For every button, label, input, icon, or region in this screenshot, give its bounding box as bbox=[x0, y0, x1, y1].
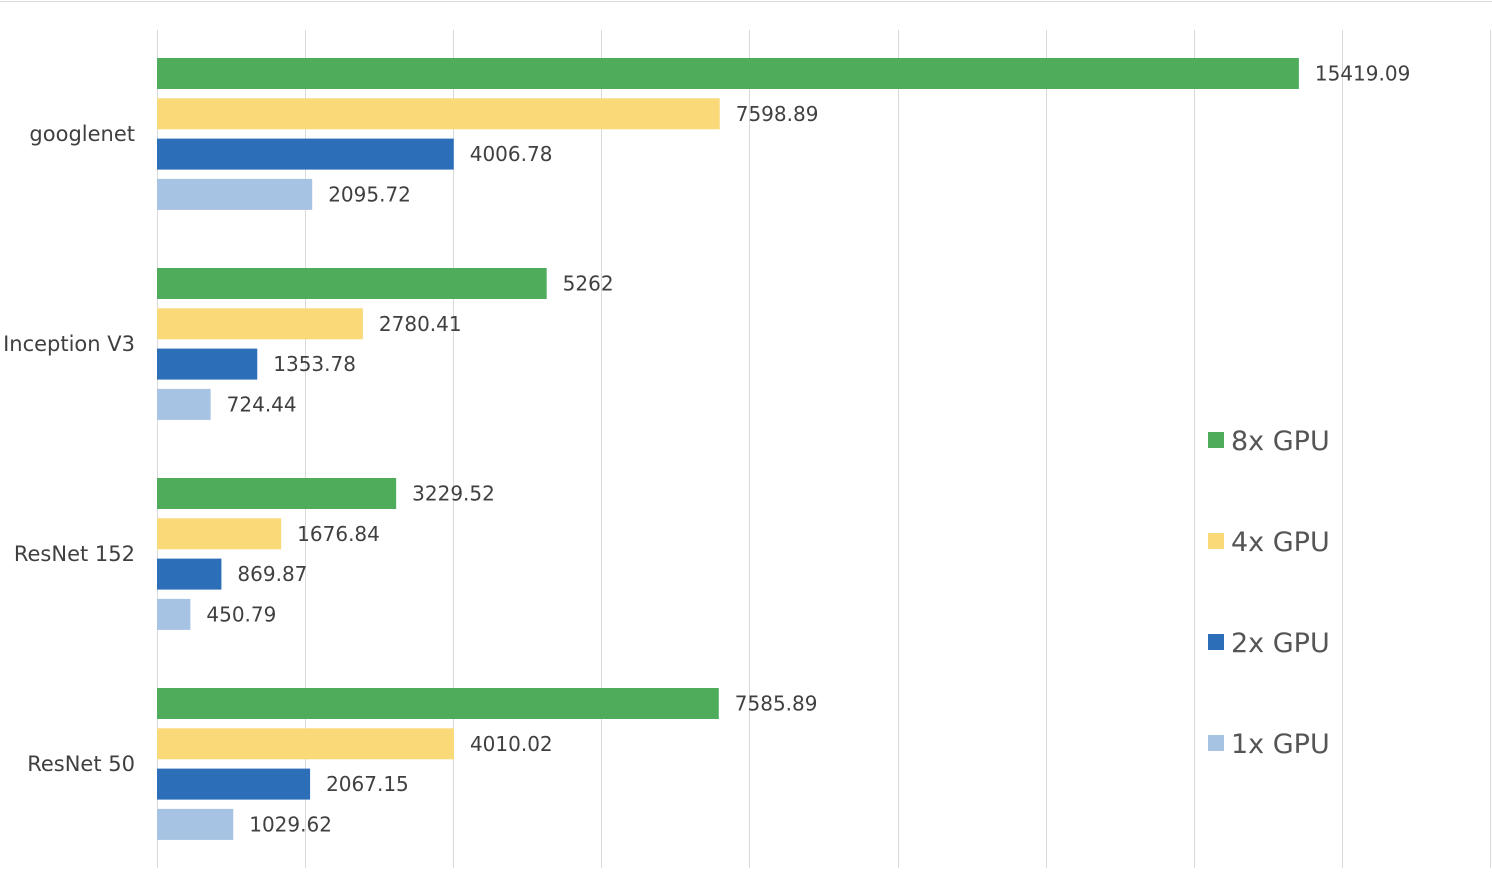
bar-1x-gpu-resnet-50 bbox=[157, 808, 234, 840]
category-label-inception-v3: Inception V3 bbox=[3, 332, 135, 356]
bar-4x-gpu-resnet-152 bbox=[157, 518, 282, 550]
bar-1x-gpu-googlenet bbox=[157, 178, 313, 210]
data-labels: 15419.09 7598.89 4006.78 2095.72 5262 2780.41… bbox=[206, 62, 1410, 837]
bar-2x-gpu-inception-v3 bbox=[157, 348, 258, 380]
data-label-2x-gpu-resnet-50: 2067.15 bbox=[326, 772, 409, 796]
data-label-8x-gpu-resnet-152: 3229.52 bbox=[412, 482, 495, 506]
category-label-resnet-50: ResNet 50 bbox=[27, 752, 135, 776]
legend-swatch-4x-gpu bbox=[1208, 533, 1224, 549]
data-label-8x-gpu-inception-v3: 5262 bbox=[563, 272, 614, 296]
data-label-2x-gpu-resnet-152: 869.87 bbox=[237, 562, 307, 586]
legend-label-4x-gpu: 4x GPU bbox=[1231, 527, 1330, 558]
data-label-2x-gpu-googlenet: 4006.78 bbox=[470, 142, 553, 166]
legend-swatch-8x-gpu bbox=[1208, 432, 1224, 448]
data-label-4x-gpu-googlenet: 7598.89 bbox=[736, 102, 819, 126]
bar-4x-gpu-inception-v3 bbox=[157, 308, 363, 340]
gridlines bbox=[157, 30, 1491, 868]
bar-8x-gpu-inception-v3 bbox=[157, 268, 547, 299]
data-label-1x-gpu-inception-v3: 724.44 bbox=[227, 392, 297, 416]
data-label-2x-gpu-inception-v3: 1353.78 bbox=[273, 352, 356, 376]
legend-label-2x-gpu: 2x GPU bbox=[1231, 628, 1330, 659]
category-label-googlenet: googlenet bbox=[29, 122, 135, 146]
legend-swatch-1x-gpu bbox=[1208, 735, 1224, 751]
legend: 8x GPU 4x GPU 2x GPU 1x GPU bbox=[1208, 426, 1330, 760]
bar-2x-gpu-resnet-50 bbox=[157, 768, 311, 800]
bar-1x-gpu-resnet-152 bbox=[157, 598, 191, 630]
data-label-4x-gpu-resnet-50: 4010.02 bbox=[470, 732, 553, 756]
data-label-8x-gpu-resnet-50: 7585.89 bbox=[735, 692, 818, 716]
category-label-resnet-152: ResNet 152 bbox=[14, 542, 135, 566]
legend-swatch-2x-gpu bbox=[1208, 634, 1224, 650]
category-labels: googlenet Inception V3 ResNet 152 ResNet 50 bbox=[3, 122, 135, 776]
data-label-1x-gpu-resnet-152: 450.79 bbox=[206, 602, 276, 626]
bar-8x-gpu-googlenet bbox=[157, 58, 1299, 89]
data-label-4x-gpu-resnet-152: 1676.84 bbox=[297, 522, 380, 546]
bar-4x-gpu-resnet-50 bbox=[157, 728, 454, 760]
bar-1x-gpu-inception-v3 bbox=[157, 388, 211, 420]
bar-2x-gpu-googlenet bbox=[157, 138, 454, 170]
data-label-4x-gpu-inception-v3: 2780.41 bbox=[379, 312, 462, 336]
data-label-8x-gpu-googlenet: 15419.09 bbox=[1315, 62, 1410, 86]
bar-2x-gpu-resnet-152 bbox=[157, 558, 222, 590]
bars bbox=[157, 58, 1299, 840]
data-label-1x-gpu-resnet-50: 1029.62 bbox=[249, 812, 332, 836]
bar-8x-gpu-resnet-152 bbox=[157, 478, 397, 509]
legend-label-1x-gpu: 1x GPU bbox=[1231, 729, 1330, 760]
data-label-1x-gpu-googlenet: 2095.72 bbox=[328, 182, 411, 206]
bar-8x-gpu-resnet-50 bbox=[157, 688, 719, 719]
bar-4x-gpu-googlenet bbox=[157, 98, 720, 130]
legend-label-8x-gpu: 8x GPU bbox=[1231, 426, 1330, 457]
